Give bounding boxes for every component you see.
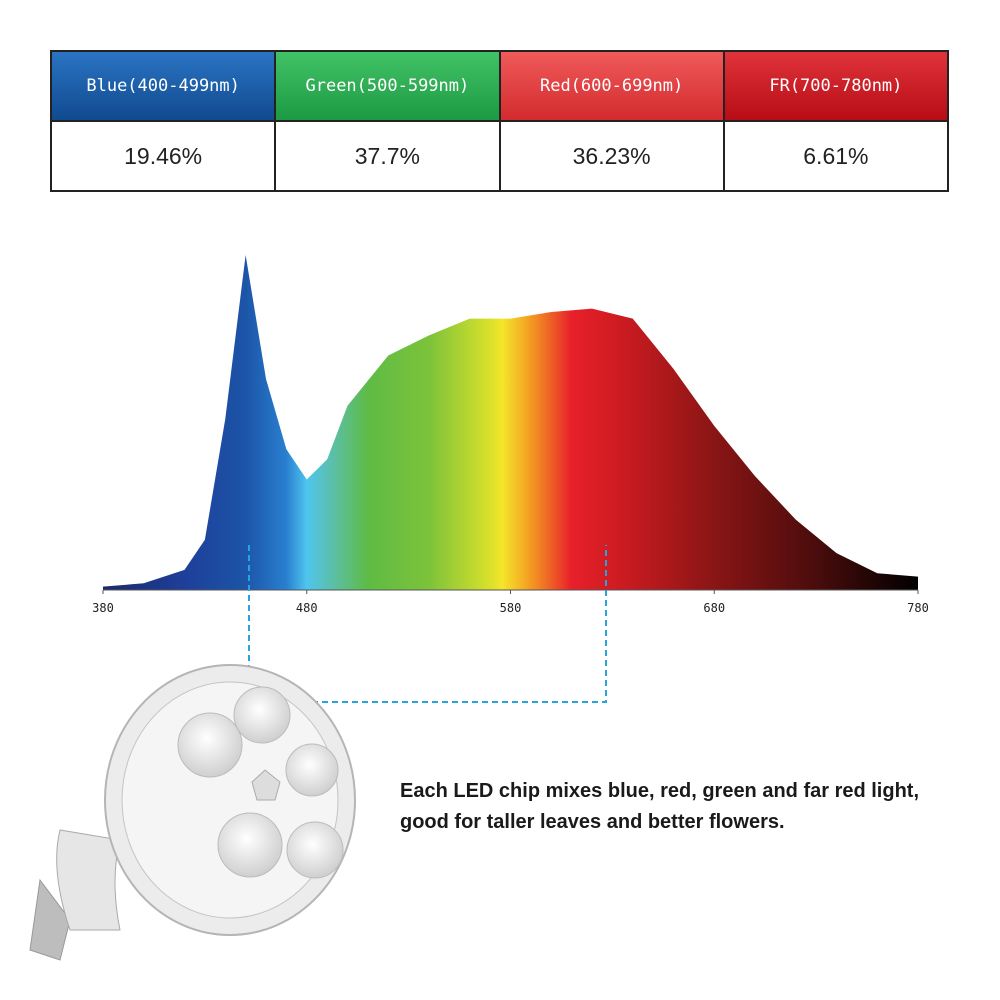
header-cell: FR(700-780nm) xyxy=(722,50,950,122)
spectrum-area xyxy=(103,255,918,590)
header-cell: Red(600-699nm) xyxy=(498,50,725,122)
bracket xyxy=(248,545,607,703)
plot-area: 380 480 580 680 780 xyxy=(92,255,929,615)
value-cell: 37.7% xyxy=(274,120,501,192)
header-row: Blue(400-499nm) Green(500-599nm) Red(600… xyxy=(49,50,950,122)
spectrum-table: Blue(400-499nm) Green(500-599nm) Red(600… xyxy=(49,50,950,192)
value-row: 19.46% 37.7% 36.23% 6.61% xyxy=(49,120,950,192)
value-cell: 36.23% xyxy=(498,120,725,192)
header-cell: Green(500-599nm) xyxy=(274,50,501,122)
x-tick-label: 480 xyxy=(296,601,318,615)
caption: Each LED chip mixes blue, red, green and… xyxy=(400,780,920,833)
x-tick-label: 580 xyxy=(500,601,522,615)
bulb-image xyxy=(29,664,356,961)
x-tick-label: 780 xyxy=(907,601,929,615)
value-cell: 19.46% xyxy=(49,120,277,192)
value-cell: 6.61% xyxy=(722,120,950,192)
header-cell: Blue(400-499nm) xyxy=(49,50,277,122)
x-tick-label: 380 xyxy=(92,601,114,615)
x-tick-label: 680 xyxy=(703,601,725,615)
